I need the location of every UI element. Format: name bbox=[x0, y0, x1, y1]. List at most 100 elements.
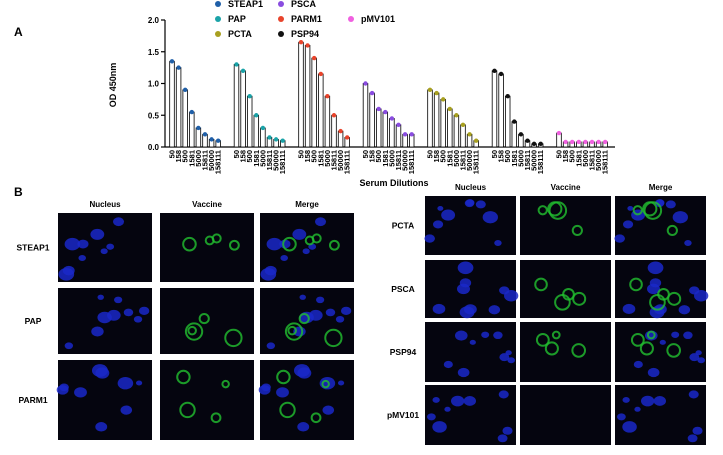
data-point bbox=[525, 138, 530, 143]
data-point bbox=[169, 59, 175, 64]
nucleus bbox=[299, 294, 306, 300]
row-label: PSCA bbox=[391, 284, 415, 294]
bar bbox=[511, 121, 518, 148]
nucleus bbox=[463, 396, 476, 406]
data-point bbox=[556, 130, 562, 136]
stain bbox=[321, 379, 330, 389]
nucleus bbox=[499, 353, 510, 362]
stain bbox=[324, 328, 343, 348]
nucleus bbox=[316, 296, 325, 304]
x-tick-label: 15811 bbox=[201, 150, 210, 170]
data-point bbox=[376, 106, 381, 112]
nucleus bbox=[488, 305, 501, 315]
micrograph bbox=[615, 322, 706, 382]
micrograph bbox=[425, 322, 516, 382]
nucleus bbox=[100, 248, 108, 255]
x-tick-label: 500 bbox=[503, 150, 512, 163]
data-point bbox=[305, 43, 310, 48]
nucleus bbox=[64, 237, 81, 251]
nucleus bbox=[627, 205, 634, 211]
legend-label: STEAP1 bbox=[228, 0, 263, 9]
data-point bbox=[338, 128, 343, 134]
nucleus bbox=[120, 405, 133, 415]
x-tick-label: 158111 bbox=[601, 150, 610, 174]
bar bbox=[318, 73, 324, 148]
bar bbox=[491, 70, 498, 148]
bar bbox=[189, 111, 195, 148]
x-tick-label: 158 bbox=[561, 150, 570, 163]
nucleus bbox=[258, 385, 271, 395]
nucleus bbox=[97, 294, 104, 300]
x-tick-label: 50 bbox=[232, 150, 241, 158]
x-tick-label: 50 bbox=[555, 150, 564, 158]
row-label: PAP bbox=[25, 316, 42, 326]
nucleus bbox=[459, 306, 475, 319]
nucleus bbox=[432, 303, 446, 314]
bar bbox=[337, 130, 344, 148]
nucleus bbox=[432, 421, 447, 433]
nucleus bbox=[325, 308, 336, 317]
nucleus bbox=[64, 342, 74, 350]
nucleus bbox=[617, 413, 626, 421]
nucleus bbox=[659, 339, 666, 345]
x-tick-label: 1581 bbox=[574, 150, 583, 167]
nucleus bbox=[493, 331, 503, 340]
data-point bbox=[298, 40, 304, 45]
bar bbox=[440, 98, 446, 148]
nucleus bbox=[138, 306, 150, 315]
nucleus bbox=[665, 200, 676, 209]
data-point bbox=[467, 132, 472, 137]
row-label: PCTA bbox=[392, 221, 415, 231]
data-point bbox=[576, 139, 581, 145]
nucleus bbox=[106, 243, 115, 250]
data-point bbox=[254, 113, 259, 118]
nucleus bbox=[337, 380, 345, 386]
data-point bbox=[312, 55, 317, 61]
nucleus bbox=[432, 397, 440, 403]
nucleus bbox=[498, 390, 509, 399]
stain bbox=[328, 239, 340, 251]
nucleus bbox=[456, 283, 471, 295]
column-label: Nucleus bbox=[89, 200, 121, 209]
bar bbox=[453, 114, 460, 148]
stain bbox=[176, 369, 191, 385]
y-axis-label: OD 450nm bbox=[108, 63, 118, 108]
data-point bbox=[325, 94, 330, 99]
stain bbox=[630, 332, 645, 347]
nucleus bbox=[684, 240, 692, 246]
bar bbox=[240, 70, 246, 148]
nucleus bbox=[647, 367, 660, 378]
x-tick-label: 158 bbox=[239, 150, 248, 163]
nucleus bbox=[678, 305, 691, 315]
nucleus bbox=[614, 234, 625, 243]
x-tick-label: 500 bbox=[374, 150, 383, 163]
stain bbox=[182, 236, 197, 252]
bar bbox=[395, 124, 402, 148]
x-tick-label: 50000 bbox=[465, 150, 474, 171]
data-point bbox=[196, 125, 201, 131]
nucleus bbox=[297, 422, 310, 432]
column-label: Merge bbox=[295, 200, 319, 209]
stain bbox=[184, 322, 204, 341]
data-point bbox=[273, 137, 279, 142]
x-tick-label: 158111 bbox=[278, 150, 287, 174]
stain bbox=[642, 201, 658, 217]
stain bbox=[667, 291, 682, 306]
nucleus bbox=[340, 306, 352, 315]
nucleus bbox=[457, 367, 470, 378]
x-tick-label: 500 bbox=[181, 150, 190, 163]
row-label: PSP94 bbox=[390, 347, 417, 357]
x-tick-label: 1581 bbox=[252, 150, 261, 167]
nucleus bbox=[97, 311, 112, 324]
bar bbox=[311, 57, 317, 148]
x-tick-label: 50000 bbox=[272, 150, 281, 171]
x-tick-label: 500 bbox=[245, 150, 254, 163]
bar bbox=[298, 41, 304, 148]
data-point bbox=[427, 87, 433, 93]
nucleus bbox=[297, 367, 312, 379]
nucleus bbox=[292, 228, 307, 240]
x-tick-label: 158 bbox=[497, 150, 506, 163]
x-tick-label: 500 bbox=[439, 150, 448, 163]
stain bbox=[666, 343, 682, 358]
